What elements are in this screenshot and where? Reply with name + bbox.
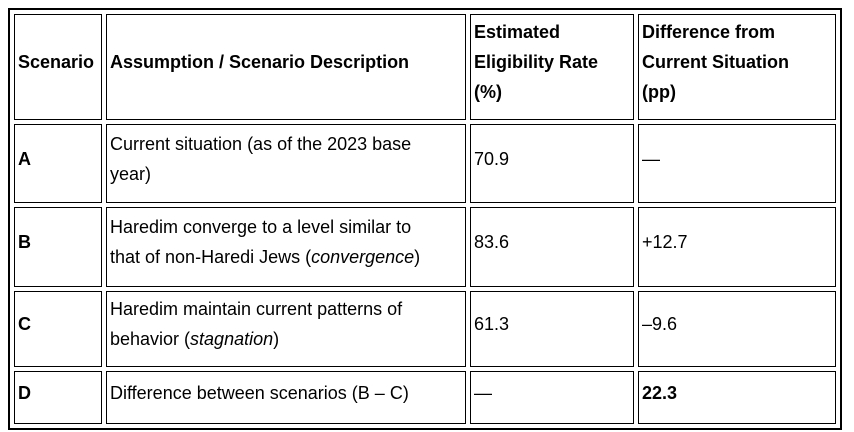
cell-description: Current situation (as of the 2023 base y… xyxy=(106,124,466,203)
column-header-scenario: Scenario xyxy=(14,14,102,120)
table-row: C Haredim maintain current patterns of b… xyxy=(14,291,836,367)
cell-rate: 61.3 xyxy=(470,291,634,367)
column-header-description: Assumption / Scenario Description xyxy=(106,14,466,120)
cell-rate: — xyxy=(470,371,634,424)
description-suffix: ) xyxy=(273,329,280,349)
table-row: A Current situation (as of the 2023 base… xyxy=(14,124,836,203)
cell-rate: 70.9 xyxy=(470,124,634,203)
cell-description: Haredim maintain current patterns of beh… xyxy=(106,291,466,367)
column-header-rate: Estimated Eligibility Rate (%) xyxy=(470,14,634,120)
cell-rate: 83.6 xyxy=(470,207,634,287)
description-text: Haredim maintain current patterns of beh… xyxy=(110,299,403,349)
cell-scenario: D xyxy=(14,371,102,424)
description-italic: convergence xyxy=(311,247,415,267)
cell-difference: 22.3 xyxy=(638,371,836,424)
cell-difference: –9.6 xyxy=(638,291,836,367)
cell-scenario: C xyxy=(14,291,102,367)
column-header-difference: Difference from Current Situation (pp) xyxy=(638,14,836,120)
cell-description: Difference between scenarios (B – C) xyxy=(106,371,466,424)
cell-scenario: B xyxy=(14,207,102,287)
description-text: Haredim converge to a level similar to t… xyxy=(110,217,412,267)
table-row: B Haredim converge to a level similar to… xyxy=(14,207,836,287)
cell-scenario: A xyxy=(14,124,102,203)
table-row: D Difference between scenarios (B – C) —… xyxy=(14,371,836,424)
cell-difference: — xyxy=(638,124,836,203)
table-header-row: Scenario Assumption / Scenario Descripti… xyxy=(14,14,836,120)
cell-difference: +12.7 xyxy=(638,207,836,287)
description-italic: stagnation xyxy=(190,329,274,349)
description-suffix: ) xyxy=(414,247,421,267)
scenario-table: Scenario Assumption / Scenario Descripti… xyxy=(8,8,842,430)
description-text: Difference between scenarios (B – C) xyxy=(110,382,409,403)
cell-description: Haredim converge to a level similar to t… xyxy=(106,207,466,287)
description-text: Current situation (as of the 2023 base y… xyxy=(110,133,412,184)
